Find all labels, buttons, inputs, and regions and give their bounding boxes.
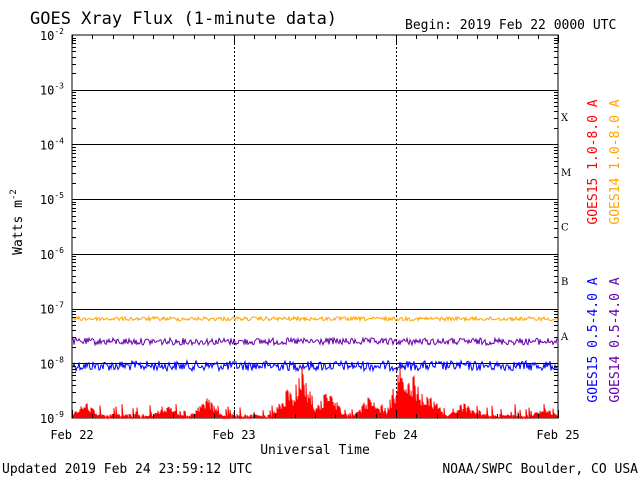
y-tick-base: 10 <box>40 84 54 98</box>
y-tick-label: 10-5 <box>40 191 64 207</box>
plot-area <box>71 34 559 419</box>
series-goes14-long <box>72 315 558 323</box>
flare-class-label: X <box>561 113 569 124</box>
y-tick-exp: -6 <box>54 246 64 255</box>
y-tick-label: 10-8 <box>40 355 64 371</box>
y-tick-label: 10-7 <box>40 301 64 317</box>
y-axis-label-exp: -2 <box>9 189 19 200</box>
y-tick-exp: -2 <box>54 27 64 36</box>
y-tick-label: 10-6 <box>40 246 64 262</box>
y-tick-label: 10-3 <box>40 82 64 98</box>
y-tick-exp: -4 <box>54 136 64 145</box>
chart-title: GOES Xray Flux (1-minute data) <box>30 9 337 29</box>
plot-frame <box>71 34 559 419</box>
series-goes14-short <box>72 336 558 347</box>
y-tick-base: 10 <box>40 248 54 262</box>
begin-time: Begin: 2019 Feb 22 0000 UTC <box>405 18 616 33</box>
y-axis-label-base: Watts m <box>11 200 26 255</box>
legend-entry: GOES14 1.0-8.0 A <box>608 99 623 224</box>
y-axis-label: Watts m-2 <box>9 189 26 255</box>
x-axis-label: Universal Time <box>260 443 370 458</box>
y-tick-exp: -3 <box>54 82 64 91</box>
legend-entry: GOES15 1.0-8.0 A <box>586 99 601 224</box>
y-tick-exp: -8 <box>54 355 64 364</box>
legend: GOES15 1.0-8.0 A GOES14 1.0-8.0 A GOES15 0… <box>586 99 623 402</box>
updated-time: Updated 2019 Feb 24 23:59:12 UTC <box>2 462 252 477</box>
y-tick-label: 10-2 <box>40 27 64 43</box>
flare-class-label: C <box>561 223 569 234</box>
y-tick-label: 10-4 <box>40 136 64 152</box>
y-tick-base: 10 <box>40 412 54 426</box>
series-goes15-long <box>72 366 558 420</box>
y-tick-exp: -9 <box>54 410 64 419</box>
y-tick-base: 10 <box>40 193 54 207</box>
data-series <box>72 315 558 420</box>
y-tick-base: 10 <box>40 303 54 317</box>
x-tick-label: Feb 23 <box>212 428 255 442</box>
x-tick-label: Feb 24 <box>374 428 417 442</box>
flare-class-label: M <box>561 168 571 179</box>
flare-class-label: B <box>561 277 568 288</box>
y-tick-label: 10-9 <box>40 410 64 426</box>
y-tick-base: 10 <box>40 29 54 43</box>
flare-class-label: A <box>560 332 569 343</box>
series-goes15-short <box>72 359 558 373</box>
y-tick-base: 10 <box>40 138 54 152</box>
y-tick-base: 10 <box>40 357 54 371</box>
x-tick-label: Feb 22 <box>50 428 93 442</box>
legend-entry: GOES15 0.5-4.0 A <box>586 277 601 402</box>
y-tick-exp: -7 <box>54 301 64 310</box>
x-tick-label: Feb 25 <box>536 428 579 442</box>
flare-class-labels: A B C M X <box>560 113 571 343</box>
y-tick-exp: -5 <box>54 191 64 200</box>
credit: NOAA/SWPC Boulder, CO USA <box>442 462 638 477</box>
legend-entry: GOES14 0.5-4.0 A <box>608 277 623 402</box>
